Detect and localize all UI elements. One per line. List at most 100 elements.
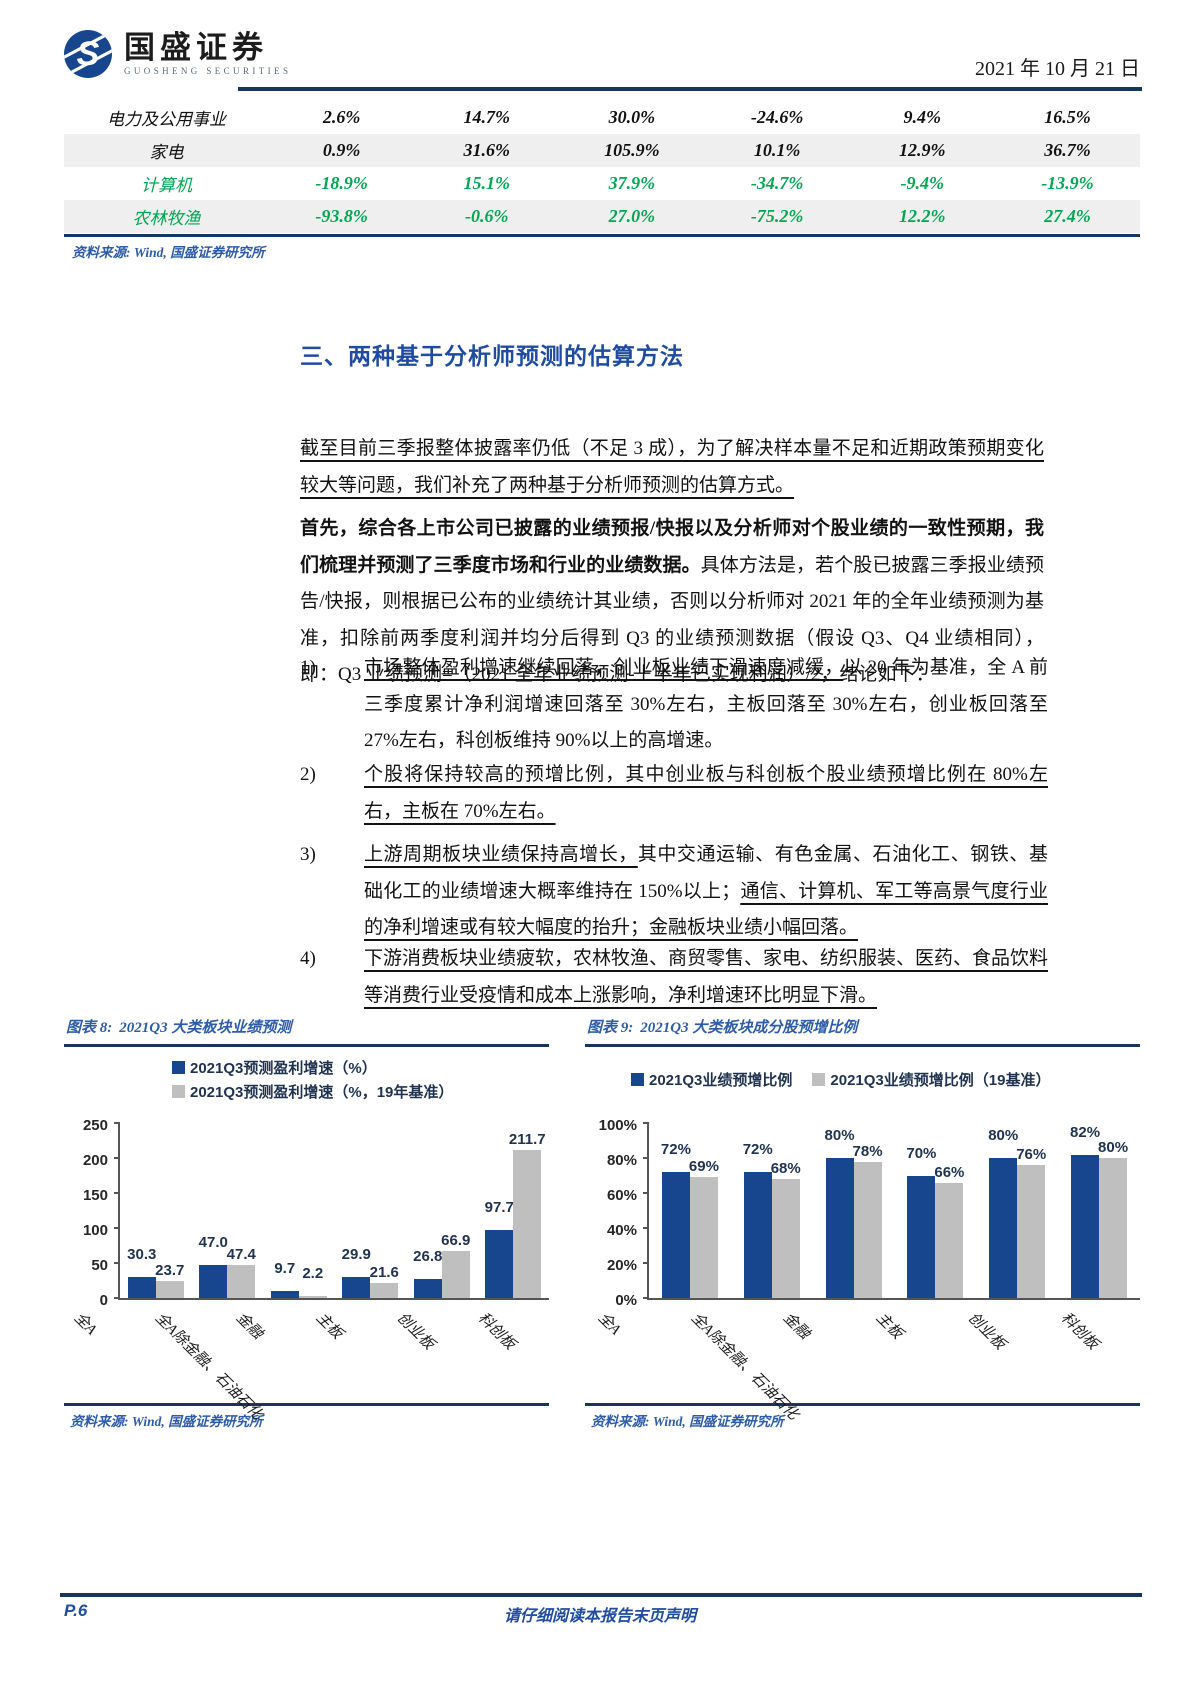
bar-value-label: 72% [660,1141,691,1158]
bar-value-label: 211.7 [508,1130,546,1148]
legend-label: 2021Q3业绩预增比例（19基准） [830,1071,1051,1089]
footer-rule [60,1593,1142,1597]
table-cell: -24.6% [750,107,804,127]
y-tick-label: 50 [91,1257,108,1274]
bar: 72% [743,1141,773,1298]
y-tick-mark [643,1122,649,1124]
bar-group: 47.0 47.4 [192,1123,264,1298]
table-row: 计算机 -18.9% 15.1% 37.9% -34.7% -9.4% -13.9% [64,167,1140,200]
list-text: 下游消费板块业绩疲软，农林牧渔、商贸零售、家电、纺织服装、医药、食品饮料等消费行… [364,941,1048,1014]
y-tick-mark [114,1157,120,1159]
bar: 78% [853,1143,883,1298]
table-cell: 37.9% [608,173,656,193]
y-tick-label: 200 [82,1152,108,1169]
list-item: 4) 下游消费板块业绩疲软，农林牧渔、商贸零售、家电、纺织服装、医药、食品饮料等… [300,941,1048,1014]
bar-value-label: 66% [934,1163,965,1181]
y-tick-label: 150 [82,1187,108,1204]
paragraph-2-rest: 具体方法是，若个股已披露三季报业绩预告/快报，则根据已公布的业绩统计其业绩，否则… [300,554,1044,686]
bar-value-label: 29.9 [341,1246,371,1264]
figure-label: 图表 9: [587,1020,634,1036]
row-label: 家电 [149,143,184,162]
x-label-cell: 全A除金融、石油石化 [145,1300,265,1423]
bar-pair: 72% 68% [743,1141,801,1298]
figure-8-chart: 图表 8: 2021Q3 大类板块业绩预测 2021Q3预测盈利增速（%） 2021… [64,1016,549,1430]
y-tick-label: 100 [82,1222,108,1239]
logo-letter: S [76,35,100,73]
bar-group: 72% 68% [731,1123,813,1298]
bar-value-label: 30.3 [127,1245,157,1263]
bar: 66.9 [441,1232,470,1298]
table-cell: -75.2% [750,206,804,226]
bar-value-label: 97.7 [484,1198,514,1216]
bar-pair: 30.3 23.7 [127,1246,184,1298]
bar: 66% [934,1164,964,1298]
bar-pair: 80% 78% [825,1127,883,1298]
logo-title: 国盛证券 [124,29,268,65]
bar: 21.6 [370,1264,399,1298]
table-cell: 27.4% [1044,206,1091,226]
legend-item: 2021Q3预测盈利增速（%，19年基准） [172,1081,453,1102]
bar-value-label: 70% [906,1144,937,1162]
bar-value-label: 9.7 [274,1260,296,1278]
list-item: 3) 上游周期板块业绩保持高增长，其中交通运输、有色金属、石油化工、钢铁、基础化… [300,837,1048,947]
bar: 76% [1016,1146,1046,1298]
page-number: P.6 [64,1601,88,1620]
y-axis: 0 50 100 150 200 250 [64,1115,118,1309]
table-cell: -0.6% [465,206,509,226]
legend-label: 2021Q3预测盈利增速（%） [190,1060,377,1077]
table-cell: -34.7% [750,173,804,193]
bar-pair: 72% 69% [661,1141,719,1298]
header-logo: S 国盛证券 GUOSHENG SECURITIES [64,30,291,78]
x-category-label: 主板 [872,1309,905,1343]
bar-group: 82% 80% [1058,1123,1140,1298]
list-text-underlined: 通信、计算机、军工等高景气度行业的净利增速或有较大幅度的抬升；金融板块业绩小幅回… [364,880,1048,939]
list-text-underlined: 市场整体盈利增速继续回落，创业板业绩下滑速度减缓， [364,657,844,678]
bar-pair: 97.7 211.7 [485,1131,546,1298]
figure-8-caption: 图表 8: 2021Q3 大类板块业绩预测 [64,1016,549,1047]
bar-pair: 80% 76% [988,1127,1046,1298]
chart-legend: 2021Q3业绩预增比例 2021Q3业绩预增比例（19基准） [585,1047,1140,1101]
bar: 97.7 [485,1199,514,1298]
x-label-cell: 主板 [306,1300,387,1403]
y-tick-label: 60% [606,1187,637,1204]
figure-9-caption: 图表 9: 2021Q3 大类板块成分股预增比例 [585,1016,1140,1047]
chart-plot-row: 0 50 100 150 200 250 30.3 23.7 47.0 47.4 9.7 2.2 29… [64,1115,549,1309]
figure-9-chart: 图表 9: 2021Q3 大类板块成分股预增比例 2021Q3业绩预增比例 2021… [585,1016,1140,1430]
bar-value-label: 80% [824,1127,855,1144]
bar: 29.9 [342,1246,371,1298]
bar: 211.7 [509,1131,546,1298]
report-date: 2021 年 10 月 21 日 [975,58,1140,80]
logo-text: 国盛证券 GUOSHENG SECURITIES [124,29,292,77]
list-number: 4) [300,948,316,969]
figure-source: 资料来源: Wind, 国盛证券研究所 [585,1403,1140,1430]
legend-swatch-icon [172,1061,185,1074]
x-category-label: 金融 [232,1309,266,1343]
bar: 2.2 [298,1265,327,1298]
x-category-label: 主板 [313,1309,346,1343]
table-cell: 30.0% [608,107,656,127]
table-cell: 105.9% [604,140,660,160]
bar-value-label: 76% [1016,1146,1047,1163]
table-source: 资料来源: Wind, 国盛证券研究所 [64,234,1140,261]
table-cell: 12.9% [899,140,946,160]
list-number: 3) [300,844,316,865]
figure-label: 图表 8: [66,1020,113,1036]
logo-subtitle: GUOSHENG SECURITIES [124,66,292,77]
list-text: 个股将保持较高的预增比例，其中创业板与科创板个股业绩预增比例在 80%左右，主板… [364,757,1048,830]
y-tick-label: 40% [606,1222,637,1239]
bar-group: 70% 66% [894,1123,976,1298]
y-tick-mark [114,1297,120,1299]
table-cell: 9.4% [903,107,942,127]
x-category-label: 科创板 [474,1309,519,1353]
y-tick-mark [643,1227,649,1229]
x-axis-labels: 全A 全A除金融、石油石化 金融 主板 创业板 科创板 [64,1300,549,1423]
x-label-cell: 创业板 [955,1300,1048,1403]
legend-item: 2021Q3业绩预增比例（19基准） [812,1057,1050,1101]
list-text: 上游周期板块业绩保持高增长，其中交通运输、有色金属、石油化工、钢铁、基础化工的业… [364,837,1048,947]
table-cell: 16.5% [1044,107,1091,127]
figures-row: 图表 8: 2021Q3 大类板块业绩预测 2021Q3预测盈利增速（%） 2021… [64,1016,1140,1430]
x-label-cell: 主板 [863,1300,956,1403]
y-tick-mark [114,1192,120,1194]
bar: 30.3 [127,1246,156,1298]
